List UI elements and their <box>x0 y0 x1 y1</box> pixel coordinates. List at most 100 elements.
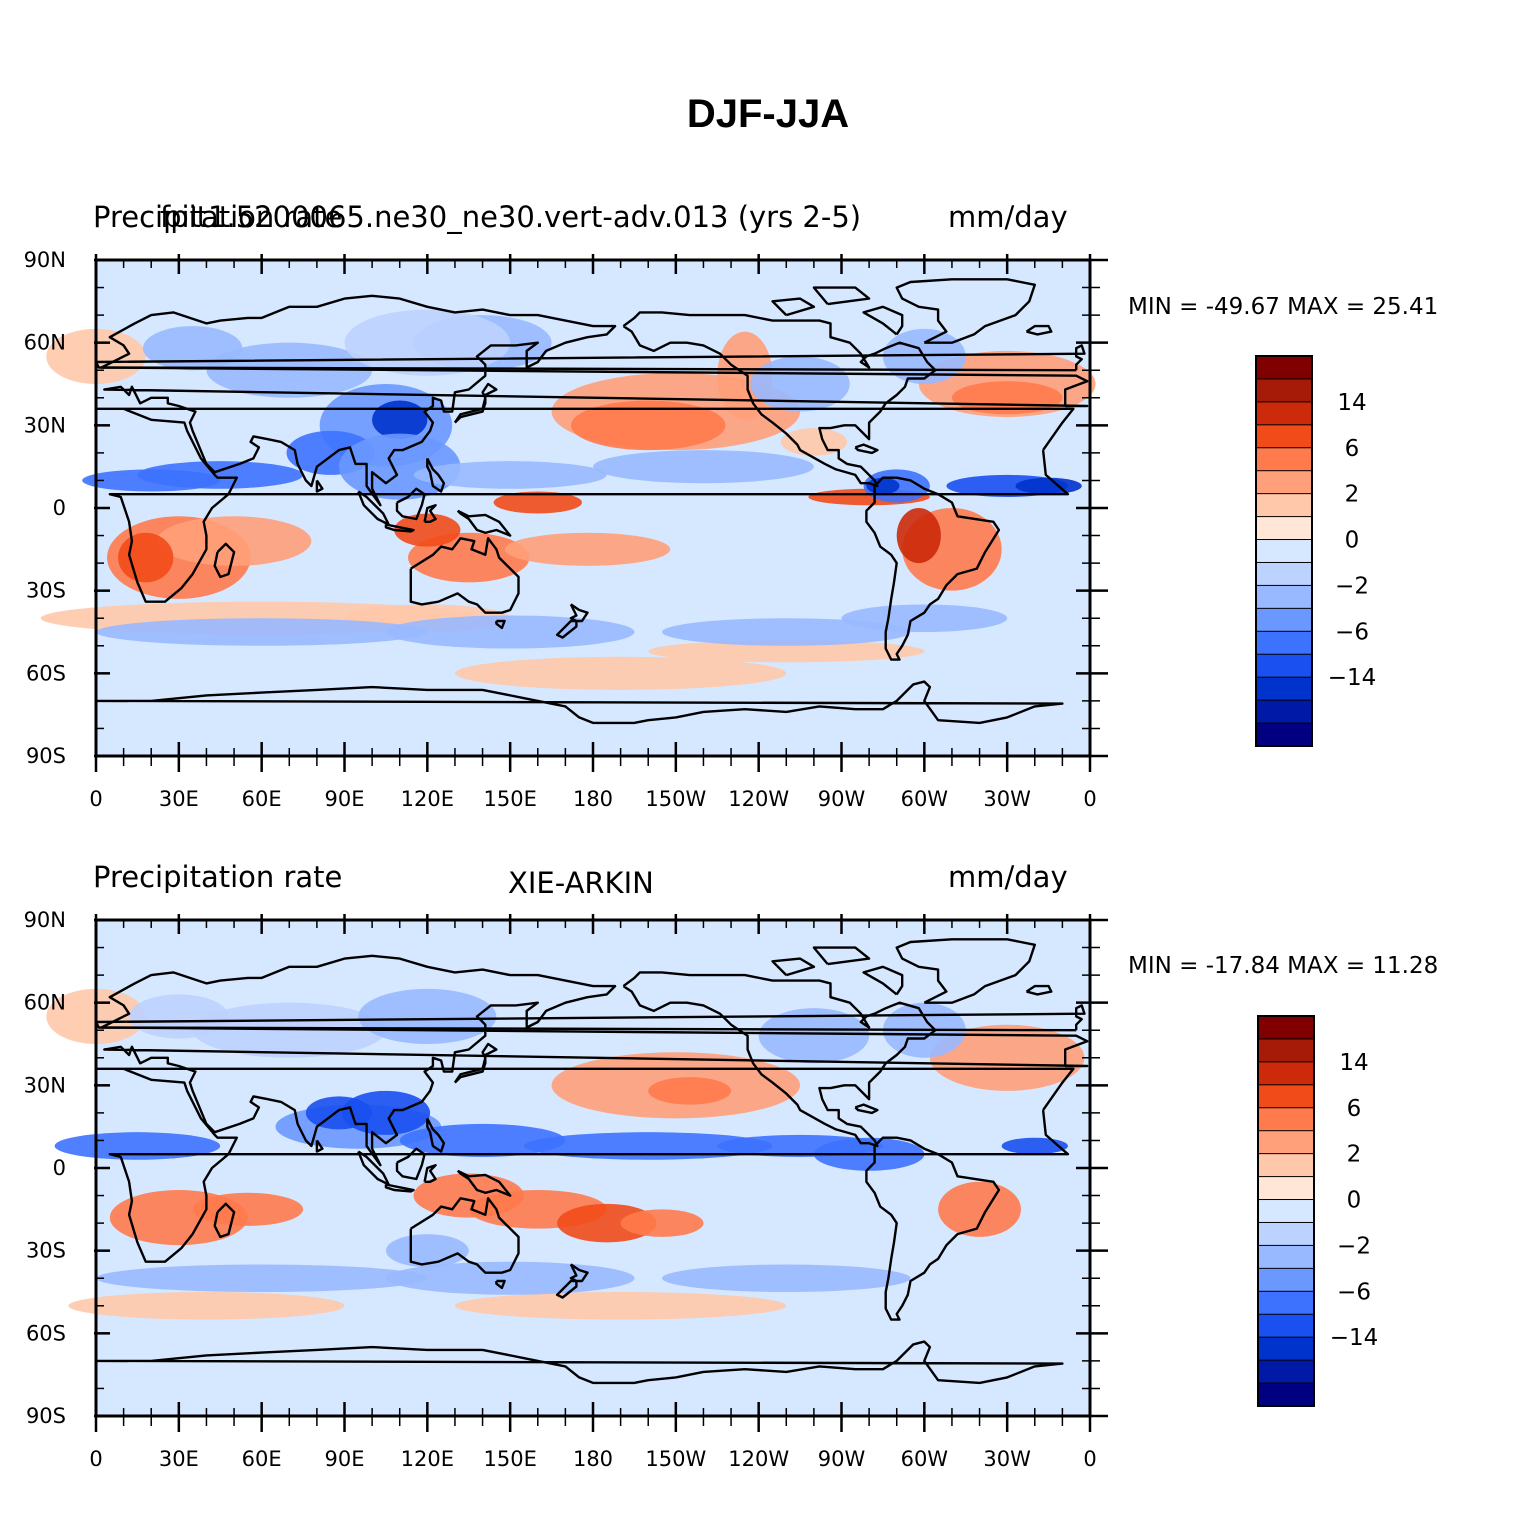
lon-label: 0 <box>1083 1447 1096 1471</box>
coastline-antarctica <box>95 680 1064 725</box>
coastline-baffin <box>862 965 904 996</box>
colorbar-swatch <box>1255 516 1313 541</box>
lon-label: 90W <box>818 787 866 811</box>
lon-label: 120W <box>728 1447 789 1471</box>
lon-label: 150E <box>483 1447 536 1471</box>
figure-title: DJF-JJA <box>686 92 850 136</box>
coastline-eurasia <box>100 294 1089 507</box>
panel-1-left-title: Precipitation rate <box>93 200 343 234</box>
coastline-tasmania <box>495 619 506 630</box>
colorbar-swatch <box>1257 1382 1315 1408</box>
lon-label: 150W <box>645 787 706 811</box>
colorbar-swatch <box>1257 1199 1315 1224</box>
precip-contour <box>54 1132 221 1160</box>
colorbar-swatch <box>1255 699 1313 725</box>
coastline-greenland <box>895 278 1037 344</box>
lon-label: 30W <box>983 1447 1031 1471</box>
colorbar-swatch <box>1255 447 1313 472</box>
precip-contour <box>493 491 582 514</box>
coastline-japan <box>453 382 498 424</box>
colorbar-label: −6 <box>1337 1279 1371 1305</box>
coastline-newguinea <box>456 509 512 537</box>
lon-label: 90E <box>325 787 365 811</box>
lon-label: 60W <box>901 787 949 811</box>
lat-label: 30N <box>24 413 66 437</box>
precip-contour <box>142 326 243 371</box>
coastline-cuba <box>854 1103 879 1115</box>
coastline-srilanka <box>315 479 324 493</box>
precip-contour <box>593 450 814 484</box>
coastline-tasmania <box>495 1279 506 1290</box>
panel-1-map: 90N 60N 30N 0 30S 60S 90S 0 30E 60E 90E 120E 150E 180… <box>24 248 1108 811</box>
precip-contour <box>523 1132 773 1160</box>
colorbar-swatch <box>1257 1061 1315 1086</box>
coastline-borneo <box>395 487 426 521</box>
lat-label: 0 <box>53 1156 66 1180</box>
colorbar-swatch <box>1255 584 1313 610</box>
colorbar-swatch <box>1255 653 1313 679</box>
panel-1-center-title: fpit1.5200065.ne30_ne30.vert-adv.013 (yr… <box>160 200 862 234</box>
colorbar-swatch <box>1257 1221 1315 1247</box>
lat-label: 60N <box>24 991 66 1015</box>
lat-label: 60S <box>26 1321 66 1345</box>
panel-1-right-title: mm/day <box>948 200 1068 234</box>
coastline-eurasia <box>100 954 1089 1167</box>
lon-label: 60W <box>901 1447 949 1471</box>
colorbar-swatch <box>1257 1153 1315 1178</box>
lon-label: 180 <box>573 1447 613 1471</box>
panel-2-center-title: XIE-ARKIN <box>508 866 654 900</box>
precip-contour <box>338 433 461 500</box>
colorbar-label: 14 <box>1339 1050 1368 1076</box>
lat-label: 90S <box>26 1404 66 1428</box>
lat-label: 30S <box>26 579 66 603</box>
precip-contour <box>1015 477 1082 495</box>
coastline-sulawesi <box>423 1164 437 1183</box>
coastline-nz <box>569 1263 589 1283</box>
precip-contour <box>938 1181 1021 1237</box>
coastline-nz <box>569 603 589 623</box>
colorbar-swatch <box>1255 355 1313 380</box>
lat-label: 90N <box>24 908 66 932</box>
colorbar-swatch <box>1255 493 1313 518</box>
colorbar-swatch <box>1257 1244 1315 1270</box>
coastline-antarctica <box>95 1340 1064 1385</box>
colorbar-swatch <box>1255 676 1313 702</box>
colorbar-swatch <box>1257 1015 1315 1040</box>
lat-label: 90N <box>24 248 66 272</box>
precip-contour <box>866 477 900 495</box>
precip-contour <box>129 994 229 1039</box>
lon-label: 30E <box>159 1447 199 1471</box>
lon-label: 0 <box>89 787 102 811</box>
lon-label: 30W <box>983 787 1031 811</box>
panel-2-map: 90N 60N 30N 0 30S 60S 90S 0 30E 60E 90E 120E 150E 180… <box>24 908 1108 1471</box>
panel-2-colorbar: −14 −6 −2 0 2 6 14 <box>1257 1015 1378 1408</box>
precip-contour <box>780 428 848 456</box>
colorbar-label: 0 <box>1345 528 1360 554</box>
precip-contour <box>454 1292 787 1320</box>
lon-label: 120E <box>401 1447 454 1471</box>
coastline-arctic1 <box>771 297 816 317</box>
coastline-newguinea <box>456 1169 512 1197</box>
precip-contour <box>750 356 850 412</box>
panel-2-left-title: Precipitation rate <box>93 860 343 894</box>
coastline-java <box>384 1183 415 1193</box>
lon-label: 120W <box>728 787 789 811</box>
precip-contour <box>95 1264 428 1292</box>
coastline-iceland <box>1025 984 1053 996</box>
precip-contour <box>504 532 671 566</box>
coastline-namerica <box>622 311 937 488</box>
colorbar-swatch <box>1257 1336 1315 1362</box>
coastline-baffin <box>862 305 904 336</box>
precip-contour <box>758 1008 870 1064</box>
coastline-java <box>384 523 415 533</box>
coastline-samerica <box>865 1136 1001 1321</box>
coastline-namerica <box>622 971 937 1148</box>
coastline-nz2 <box>555 619 578 639</box>
colorbar-label: −6 <box>1335 619 1369 645</box>
colorbar-swatch <box>1257 1313 1315 1339</box>
colorbar-swatch <box>1255 539 1313 564</box>
lon-label: 30E <box>159 787 199 811</box>
precip-contour <box>118 532 174 583</box>
precip-contour <box>454 656 787 690</box>
